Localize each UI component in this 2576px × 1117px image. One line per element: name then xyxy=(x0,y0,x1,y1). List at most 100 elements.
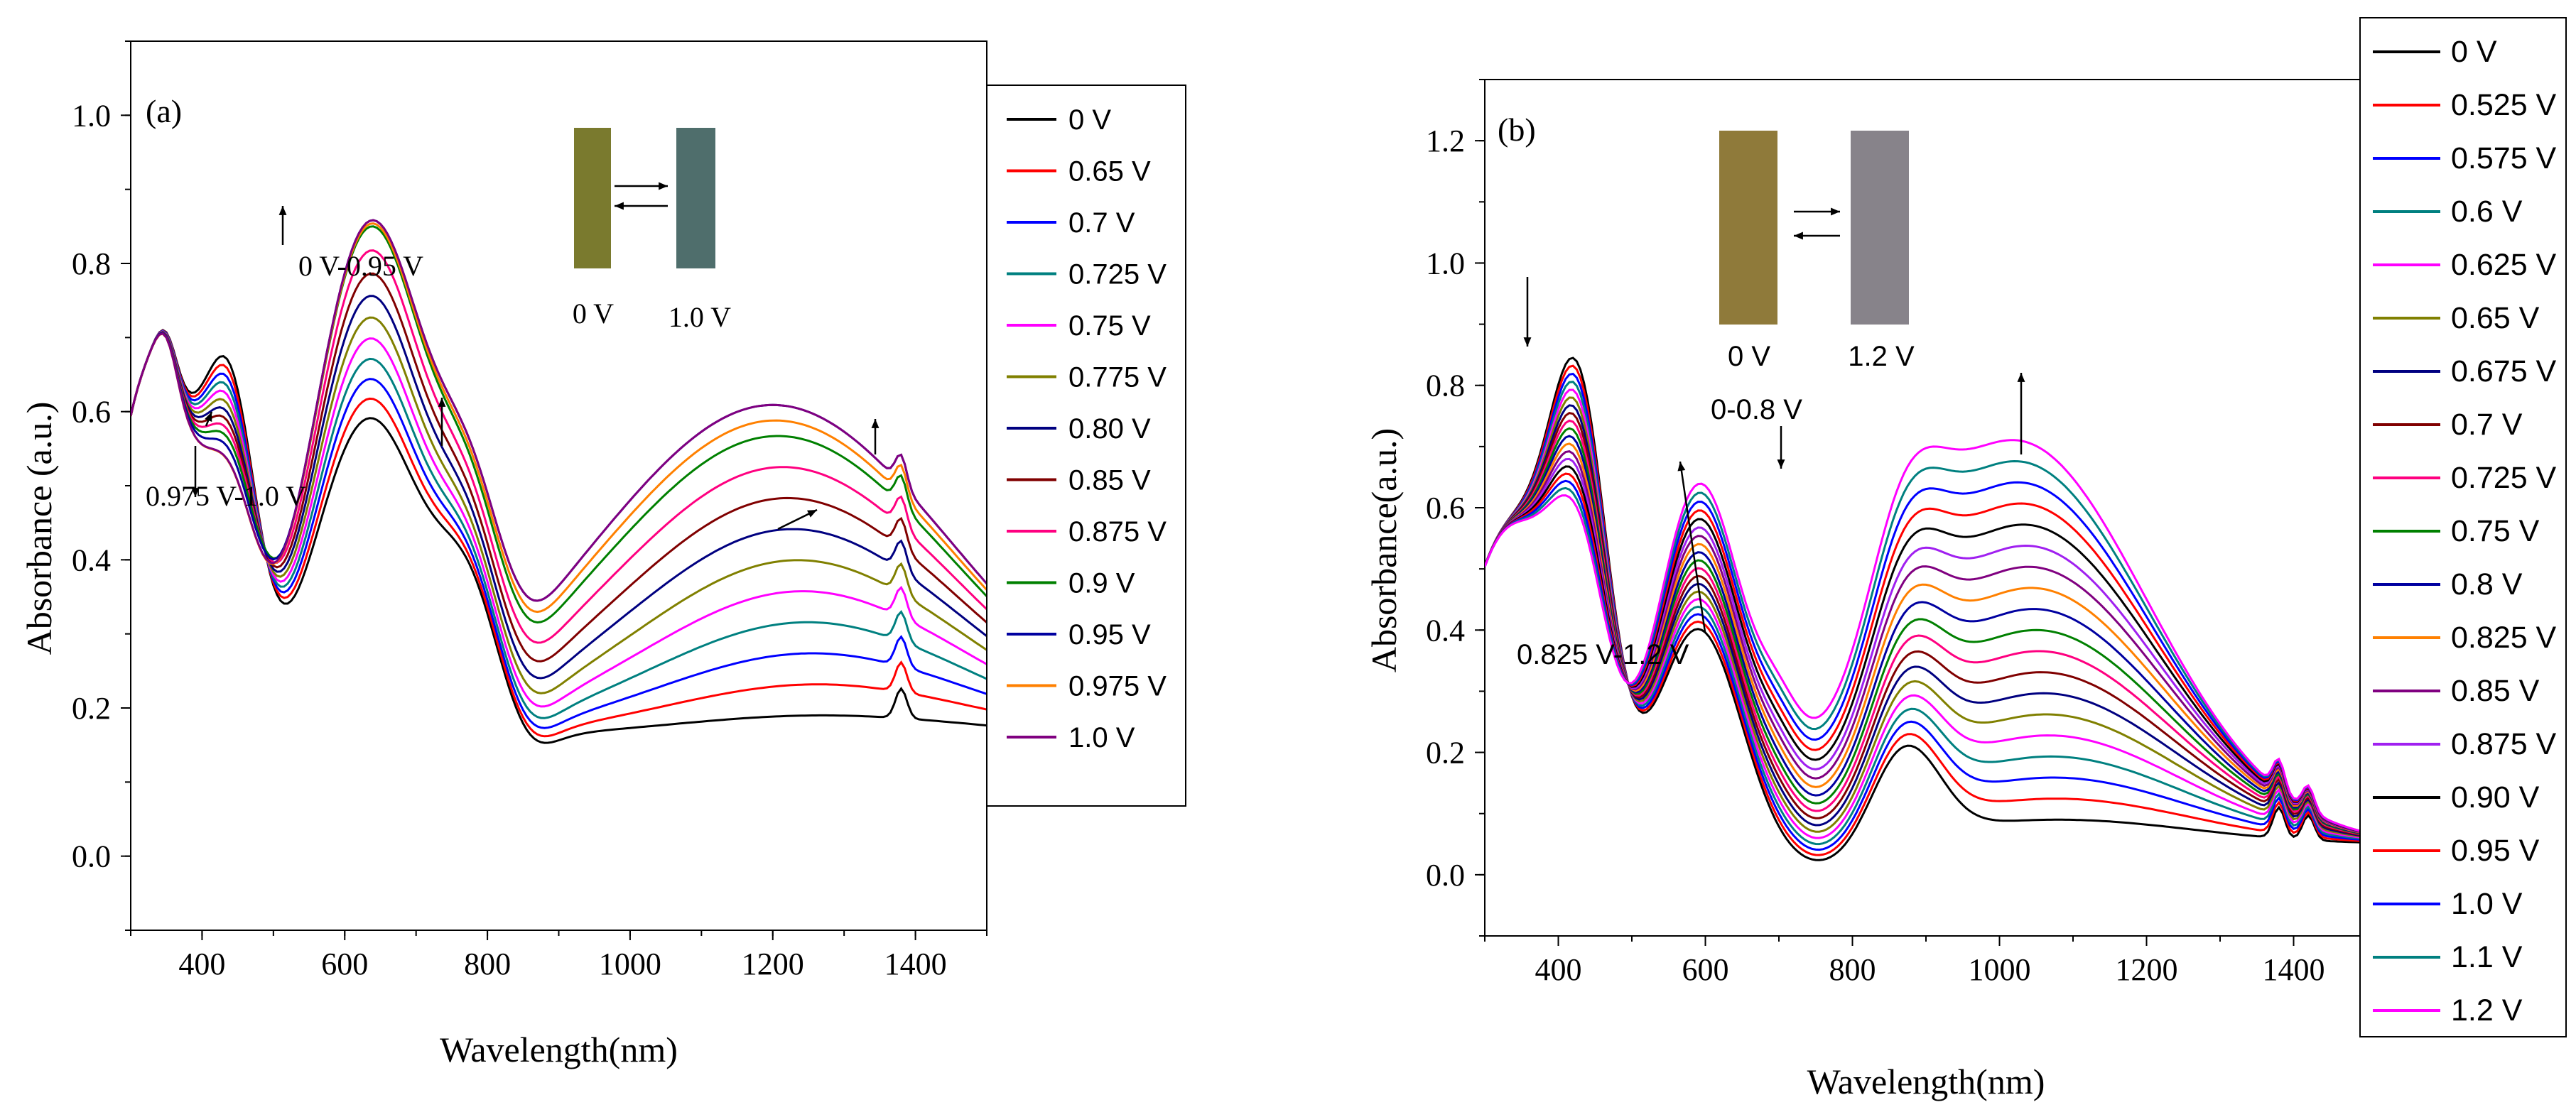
x-tick-label: 1000 xyxy=(1969,952,2031,987)
series-line xyxy=(131,219,987,602)
y-tick-label: 0.2 xyxy=(1426,736,1465,770)
legend-label: 0.65 V xyxy=(1068,156,1151,187)
legend-box xyxy=(2359,17,2567,1037)
series-line xyxy=(131,225,987,624)
inset-film-1v xyxy=(1851,131,1909,325)
annotation-up-range: 0-0.8 V xyxy=(1711,394,1802,425)
arrow-nir-shift-head xyxy=(807,510,817,518)
panel-label: (b) xyxy=(1498,111,1536,148)
inset-label-right: 1.0 V xyxy=(669,301,731,333)
legend-label: 0.525 V xyxy=(2451,88,2557,122)
y-tick-label: 0.8 xyxy=(1426,369,1465,403)
y-tick-label: 0.0 xyxy=(72,839,111,874)
arrow-up-peak-head xyxy=(278,206,287,215)
series-line xyxy=(131,222,987,614)
arrow-down-peak-head xyxy=(191,488,200,497)
series-line xyxy=(131,272,987,663)
legend-label: 0.7 V xyxy=(2451,408,2523,442)
arrow-shift-head xyxy=(1677,462,1686,472)
legend-label: 0.575 V xyxy=(2451,141,2557,175)
y-tick-label: 0.4 xyxy=(1426,613,1465,648)
legend-label: 0.825 V xyxy=(2451,621,2557,655)
legend-label: 1.0 V xyxy=(2451,887,2523,921)
x-tick-label: 800 xyxy=(1829,952,1876,987)
legend-label: 1.1 V xyxy=(2451,940,2523,974)
x-tick-label: 400 xyxy=(178,947,225,981)
y-tick-label: 0.6 xyxy=(72,395,111,430)
series-line xyxy=(131,330,987,708)
y-tick-label: 1.0 xyxy=(72,98,111,133)
legend-label: 0.875 V xyxy=(1068,516,1167,547)
series-line xyxy=(131,329,987,729)
series-group xyxy=(131,219,987,744)
inset-film-0v xyxy=(1719,131,1777,325)
series-line xyxy=(131,249,987,644)
legend-label: 0.8 V xyxy=(2451,567,2523,601)
arrow-up-nir-head xyxy=(2017,373,2025,382)
x-axis-title: Wavelength(nm) xyxy=(440,1030,678,1069)
y-tick-label: 0.8 xyxy=(72,246,111,281)
y-tick-label: 0.0 xyxy=(1426,858,1465,893)
legend-label: 0 V xyxy=(2451,35,2497,69)
annotation-down-range: 0.975 V-1.0 V xyxy=(146,480,306,512)
legend-label: 0.7 V xyxy=(1068,207,1135,239)
legend-label: 0.975 V xyxy=(1068,671,1167,702)
inset-arrow-left-head xyxy=(1794,231,1803,240)
inset-film-0v xyxy=(574,128,611,268)
y-tick-label: 1.2 xyxy=(1426,124,1465,158)
chart-panel-a: 400 600 800 1000 1200 1400 0.0 0.2 0.4 0.6 0.8 1.0 W… xyxy=(19,40,1186,1069)
arrow-up-band-head xyxy=(438,398,446,407)
legend-label: 0.75 V xyxy=(2451,514,2540,548)
legend-label: 0.65 V xyxy=(2451,301,2540,335)
legend-label: 0 V xyxy=(1068,104,1111,136)
annotation-down-range: 0.825 V-1.2 V xyxy=(1517,639,1689,670)
panel-label: (a) xyxy=(146,93,182,129)
legend-label: 0.75 V xyxy=(1068,310,1151,342)
inset-arrow-right-head xyxy=(1831,207,1840,216)
legend-label: 0.725 V xyxy=(1068,259,1167,290)
legend-label: 1.2 V xyxy=(2451,993,2523,1028)
x-tick-label: 400 xyxy=(1535,952,1582,987)
y-axis-title: Absorbance(a.u.) xyxy=(1364,428,1404,672)
legend-label: 0.625 V xyxy=(2451,248,2557,282)
legend-label: 0.875 V xyxy=(2451,727,2557,761)
series-line xyxy=(131,316,987,694)
legend-label: 0.6 V xyxy=(2451,195,2523,229)
inset-label-left: 0 V xyxy=(573,298,614,329)
arrow-down-peak-head xyxy=(1523,337,1532,347)
x-tick-label: 1200 xyxy=(2116,952,2178,987)
arrow-up-nir-head xyxy=(871,419,880,428)
series-line xyxy=(131,329,987,738)
series-group xyxy=(1485,356,2367,861)
chart-panel-b: 400 600 800 1000 1200 1400 0.0 0.2 0.4 0.6 0.8 1.0 1… xyxy=(1364,17,2567,1101)
series-line xyxy=(131,329,987,719)
y-tick-label: 0.2 xyxy=(72,691,111,726)
arrow-down-band-head xyxy=(1777,459,1785,469)
inset-film-1v xyxy=(676,128,715,268)
legend-label: 1.0 V xyxy=(1068,722,1135,753)
series-line xyxy=(1485,364,2367,856)
legend-label: 0.85 V xyxy=(2451,674,2540,708)
legend-label: 0.775 V xyxy=(1068,362,1167,393)
y-axis-title: Absorbance (a.u.) xyxy=(19,402,59,655)
legend-label: 0.95 V xyxy=(1068,619,1151,650)
legend-label: 0.725 V xyxy=(2451,461,2557,495)
legend-label: 0.675 V xyxy=(2451,354,2557,388)
x-tick-label: 1200 xyxy=(742,947,804,981)
legend-label: 0.90 V xyxy=(2451,780,2540,814)
series-line xyxy=(131,295,987,680)
legend-label: 0.9 V xyxy=(1068,568,1135,599)
legend-label: 0.85 V xyxy=(1068,465,1151,496)
legend-label: 0.80 V xyxy=(1068,413,1151,445)
inset-arrow-right-head xyxy=(659,182,668,190)
x-axis-title: Wavelength(nm) xyxy=(1807,1062,2045,1101)
x-tick-label: 1000 xyxy=(599,947,661,981)
series-line xyxy=(1485,439,2367,834)
y-tick-label: 0.4 xyxy=(72,543,111,577)
inset-label-left: 0 V xyxy=(1728,341,1770,372)
annotation-up-range: 0 V-0.95 V xyxy=(298,250,423,282)
x-tick-label: 600 xyxy=(321,947,368,981)
series-line xyxy=(1485,372,2367,851)
inset-label-right: 1.2 V xyxy=(1848,341,1915,372)
